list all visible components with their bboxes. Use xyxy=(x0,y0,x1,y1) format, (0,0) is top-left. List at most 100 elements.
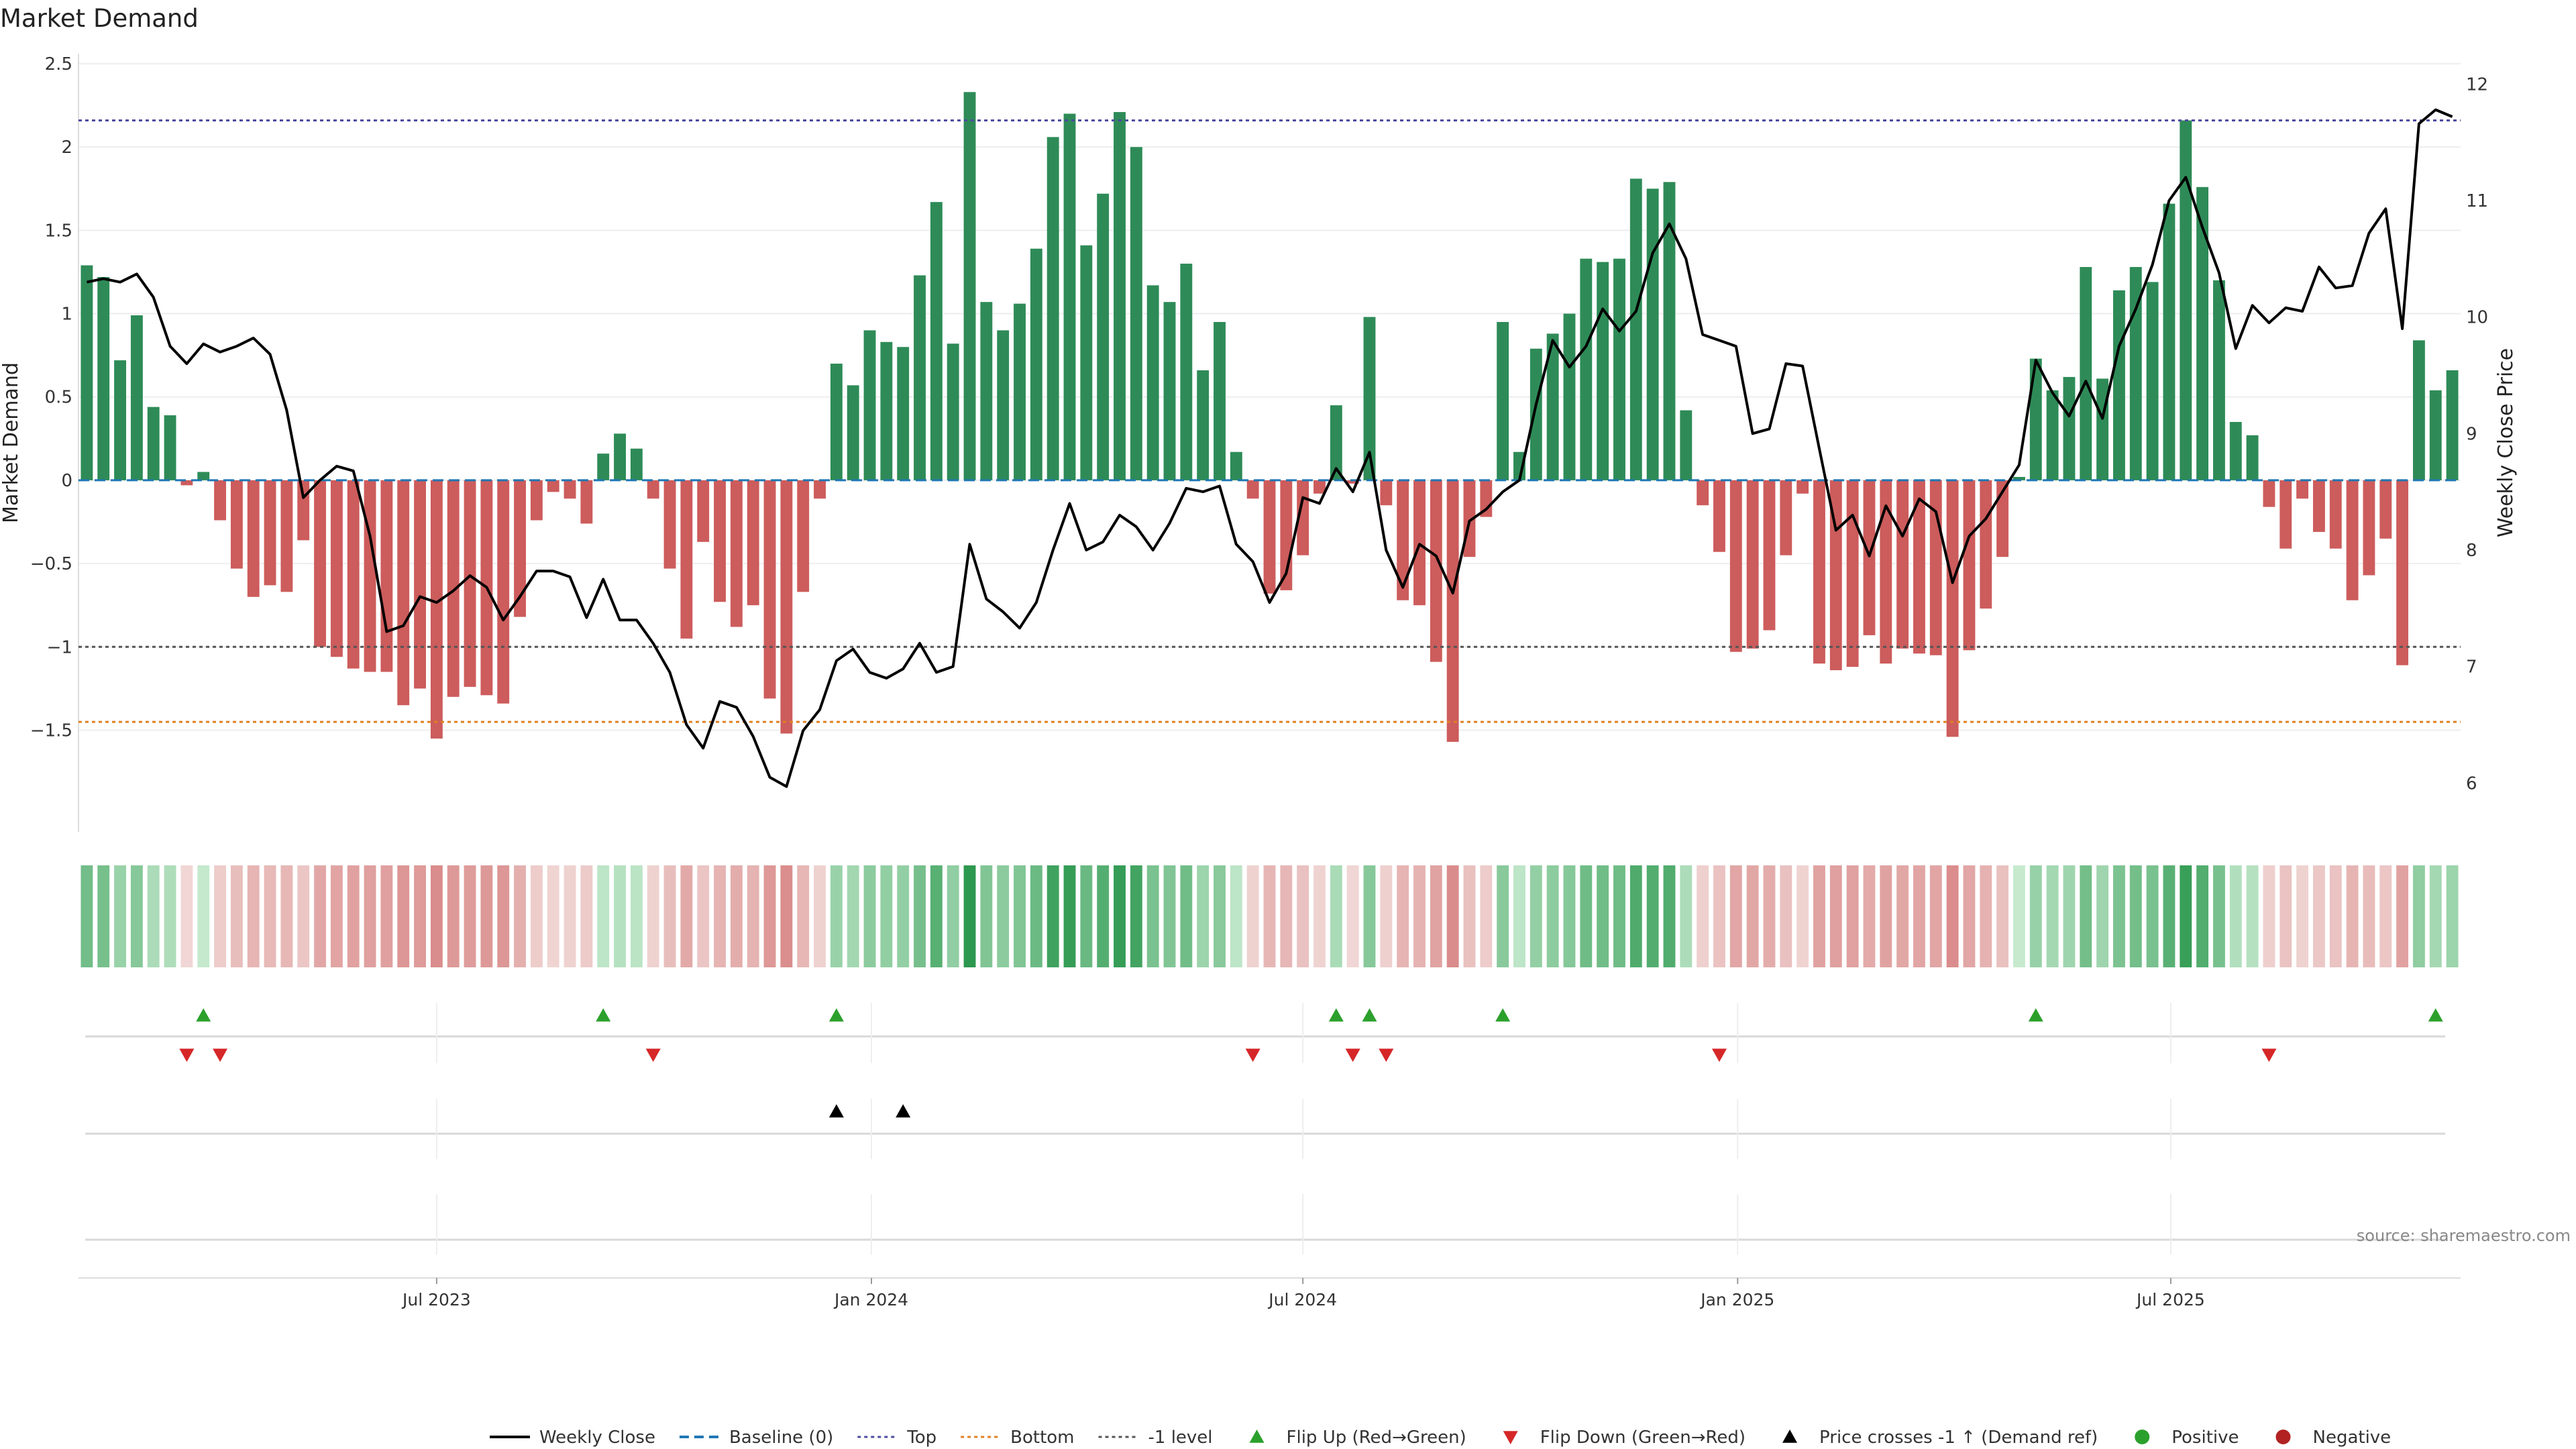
y2-tick-label: 12 xyxy=(2466,74,2488,95)
demand-bar xyxy=(430,480,443,739)
x-tick-label: Jul 2025 xyxy=(2135,1290,2205,1309)
demand-bar xyxy=(147,407,160,480)
heat-cell xyxy=(1513,865,1525,967)
demand-bar xyxy=(1963,480,1976,651)
demand-bar xyxy=(1230,451,1242,480)
heat-cell xyxy=(697,865,710,967)
demand-bar xyxy=(1080,245,1093,480)
demand-bar xyxy=(2163,203,2176,480)
legend-swatch-circle xyxy=(2275,1430,2291,1444)
demand-bar xyxy=(614,433,626,480)
legend-label: Price crosses -1 ↑ (Demand ref) xyxy=(1819,1428,2098,1448)
demand-bar xyxy=(647,480,659,499)
demand-bar xyxy=(747,480,759,606)
demand-bar xyxy=(714,480,726,602)
demand-bar xyxy=(1796,480,1809,494)
demand-bar xyxy=(2379,480,2392,539)
demand-bar xyxy=(1513,451,1525,480)
flip-up-marker xyxy=(196,1008,211,1022)
flip-down-marker xyxy=(179,1049,195,1062)
demand-bar xyxy=(1114,112,1126,480)
demand-bar xyxy=(1063,113,1076,480)
heat-cell xyxy=(497,865,510,967)
heat-cell xyxy=(1597,865,1609,967)
heat-cell xyxy=(2263,865,2275,967)
demand-bar xyxy=(997,330,1010,480)
demand-bar xyxy=(947,343,959,480)
demand-bar xyxy=(280,480,293,592)
demand-bar xyxy=(1913,480,1925,654)
demand-bar xyxy=(2129,267,2142,480)
heat-cell xyxy=(130,865,143,967)
demand-bar xyxy=(1046,137,1059,480)
demand-bar xyxy=(1613,258,1625,480)
y-tick-label: 2.5 xyxy=(45,54,72,74)
demand-bar xyxy=(130,315,143,480)
demand-bar xyxy=(514,480,526,617)
demand-bar xyxy=(447,480,460,697)
demand-bar xyxy=(597,453,610,480)
heat-cell xyxy=(997,865,1010,967)
demand-bar xyxy=(2180,120,2192,480)
demand-bar xyxy=(1497,321,1509,480)
heat-cell xyxy=(730,865,743,967)
demand-bar xyxy=(397,480,410,706)
flip-down-marker xyxy=(2261,1049,2277,1062)
demand-bar xyxy=(2263,480,2275,507)
y2-axis-title: Weekly Close Price xyxy=(2494,348,2518,537)
heat-cell xyxy=(1796,865,1809,967)
heat-cell xyxy=(1163,865,1176,967)
demand-bar xyxy=(2446,370,2459,480)
flip-down-marker xyxy=(1711,1049,1727,1062)
heat-cell xyxy=(2363,865,2375,967)
heat-cell xyxy=(714,865,726,967)
demand-bar xyxy=(2412,340,2425,480)
heat-cell xyxy=(1880,865,1892,967)
heat-cell xyxy=(1929,865,1942,967)
heat-cell xyxy=(2229,865,2242,967)
y-tick-label: 1.5 xyxy=(45,221,72,241)
heat-cell xyxy=(780,865,793,967)
demand-bar xyxy=(1629,178,1642,480)
y-tick-label: −1.5 xyxy=(30,720,72,741)
heat-cell xyxy=(880,865,893,967)
demand-bar xyxy=(1330,405,1342,480)
heat-cell xyxy=(1529,865,1542,967)
demand-bar xyxy=(2029,358,2042,480)
demand-bar xyxy=(1546,333,1559,480)
heat-strip xyxy=(80,865,2459,967)
demand-bar xyxy=(2229,422,2242,480)
heat-cell xyxy=(1230,865,1242,967)
heat-cell xyxy=(797,865,810,967)
heat-cell xyxy=(814,865,826,967)
heat-cell xyxy=(614,865,626,967)
demand-bar xyxy=(1313,480,1326,494)
demand-bar xyxy=(1697,480,1709,506)
heat-cell xyxy=(597,865,610,967)
legend-item: Negative xyxy=(2275,1428,2391,1448)
heat-cell xyxy=(1430,865,1442,967)
heat-cell xyxy=(430,865,443,967)
demand-bar xyxy=(297,480,310,541)
demand-bar xyxy=(2080,267,2092,480)
demand-bar xyxy=(930,202,943,480)
heat-cell xyxy=(1030,865,1042,967)
demand-bar xyxy=(1163,302,1176,480)
heat-cell xyxy=(1863,865,1876,967)
legend-swatch-triangle xyxy=(1249,1430,1265,1443)
heat-cell xyxy=(1446,865,1459,967)
legend-label: Weekly Close xyxy=(539,1428,655,1448)
legend: Weekly Close Baseline (0) Top Bottom -1 leve… xyxy=(490,1428,2391,1448)
y2-tick-label: 8 xyxy=(2466,541,2477,561)
demand-bar xyxy=(897,347,910,480)
heat-cell xyxy=(247,865,260,967)
heat-cell xyxy=(2329,865,2342,967)
heat-cell xyxy=(930,865,943,967)
heat-cell xyxy=(164,865,176,967)
demand-bar xyxy=(2063,376,2076,480)
demand-bar xyxy=(180,480,193,486)
heat-cell xyxy=(2180,865,2192,967)
heat-cell xyxy=(1746,865,1759,967)
heat-cell xyxy=(447,865,460,967)
heat-cell xyxy=(1729,865,1742,967)
